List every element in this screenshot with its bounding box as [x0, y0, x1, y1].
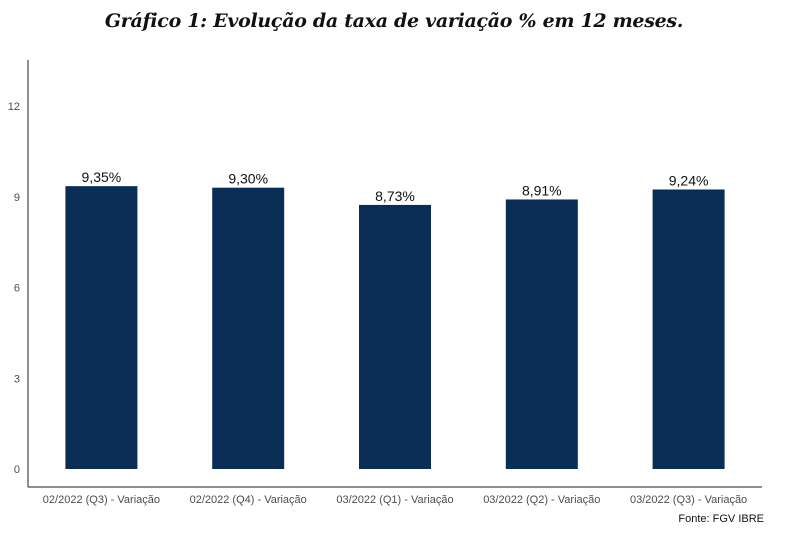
- data-label: 9,30%: [228, 171, 268, 187]
- x-axis-categories: 02/2022 (Q3) - Variação 02/2022 (Q4) - Va…: [43, 494, 747, 506]
- chart-title: Gráfico 1: Evolução da taxa de variação …: [104, 10, 684, 32]
- chart-axes: [27, 60, 762, 488]
- y-axis-ticks: 0 3 6 9 12: [8, 101, 20, 476]
- y-tick-label: 3: [14, 373, 20, 385]
- bar: [359, 204, 431, 470]
- y-tick-label: 6: [14, 283, 20, 295]
- bar: [505, 199, 578, 469]
- x-tick-label: 02/2022 (Q4) - Variação: [190, 494, 307, 506]
- data-label: 8,73%: [375, 188, 415, 204]
- source-note: Fonte: FGV IBRE: [678, 513, 764, 525]
- x-tick-label: 03/2022 (Q2) - Variação: [483, 494, 600, 506]
- y-tick-label: 9: [14, 192, 20, 204]
- data-label: 9,24%: [669, 172, 709, 188]
- x-tick-label: 03/2022 (Q1) - Variação: [336, 494, 453, 506]
- bars: [65, 186, 725, 470]
- bar: [212, 187, 285, 470]
- bar: [652, 189, 725, 470]
- y-tick-label: 12: [8, 101, 20, 113]
- x-tick-label: 02/2022 (Q3) - Variação: [43, 494, 160, 506]
- value-labels: 9,35% 9,30% 8,73% 8,91% 9,24%: [82, 169, 709, 204]
- x-tick-label: 03/2022 (Q3) - Variação: [630, 494, 747, 506]
- bar: [65, 186, 138, 469]
- data-label: 9,35%: [82, 169, 122, 185]
- data-label: 8,91%: [522, 182, 562, 198]
- y-tick-label: 0: [14, 464, 20, 476]
